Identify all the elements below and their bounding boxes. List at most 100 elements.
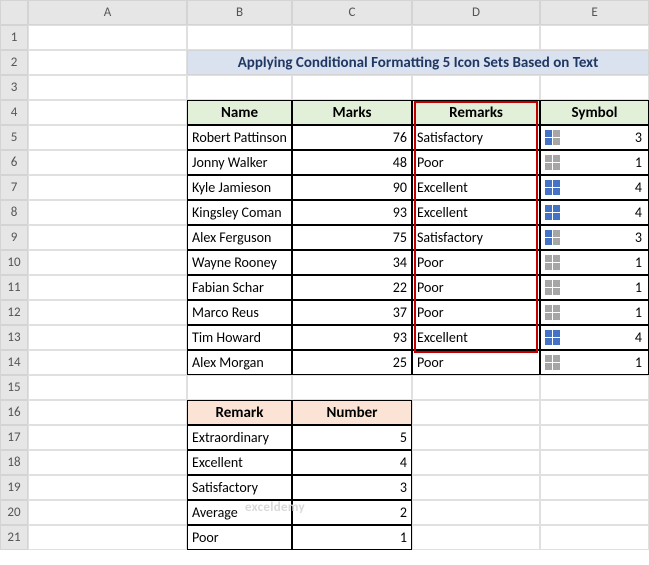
lookup-header-0[interactable]: Remark [187, 400, 292, 425]
cell-marks-8[interactable]: 93 [292, 325, 412, 350]
row-header-2[interactable]: 2 [0, 50, 28, 75]
lookup-remark-4[interactable]: Poor [187, 525, 292, 550]
cell-E20[interactable] [540, 500, 649, 525]
cell-A3[interactable] [28, 75, 187, 100]
cell-A2[interactable] [28, 50, 187, 75]
cell-name-4[interactable]: Alex Ferguson [187, 225, 292, 250]
row-header-13[interactable]: 13 [0, 325, 28, 350]
main-header-3[interactable]: Symbol [540, 100, 649, 125]
cell-E1[interactable] [540, 25, 649, 50]
lookup-number-0[interactable]: 5 [292, 425, 412, 450]
cell-name-5[interactable]: Wayne Rooney [187, 250, 292, 275]
lookup-remark-2[interactable]: Satisfactory [187, 475, 292, 500]
cell-marks-3[interactable]: 93 [292, 200, 412, 225]
cell-D18[interactable] [412, 450, 540, 475]
cell-B3[interactable] [187, 75, 292, 100]
row-header-3[interactable]: 3 [0, 75, 28, 100]
cell-marks-0[interactable]: 76 [292, 125, 412, 150]
cell-E16[interactable] [540, 400, 649, 425]
cell-marks-5[interactable]: 34 [292, 250, 412, 275]
cell-C1[interactable] [292, 25, 412, 50]
cell-D3[interactable] [412, 75, 540, 100]
cell-marks-4[interactable]: 75 [292, 225, 412, 250]
cell-name-9[interactable]: Alex Morgan [187, 350, 292, 375]
cell-symbol-4[interactable]: 3 [540, 225, 649, 250]
cell-symbol-7[interactable]: 1 [540, 300, 649, 325]
cell-A4[interactable] [28, 100, 187, 125]
cell-B15[interactable] [187, 375, 292, 400]
row-header-14[interactable]: 14 [0, 350, 28, 375]
cell-A18[interactable] [28, 450, 187, 475]
cell-A10[interactable] [28, 250, 187, 275]
cell-D21[interactable] [412, 525, 540, 550]
cell-D16[interactable] [412, 400, 540, 425]
cell-symbol-8[interactable]: 4 [540, 325, 649, 350]
cell-A15[interactable] [28, 375, 187, 400]
cell-A21[interactable] [28, 525, 187, 550]
cell-E3[interactable] [540, 75, 649, 100]
cell-A12[interactable] [28, 300, 187, 325]
cell-remarks-4[interactable]: Satisfactory [412, 225, 540, 250]
cell-A6[interactable] [28, 150, 187, 175]
cell-A13[interactable] [28, 325, 187, 350]
cell-name-0[interactable]: Robert Pattinson [187, 125, 292, 150]
cell-remarks-7[interactable]: Poor [412, 300, 540, 325]
cell-remarks-1[interactable]: Poor [412, 150, 540, 175]
title-cell[interactable]: Applying Conditional Formatting 5 Icon S… [187, 50, 649, 75]
lookup-remark-0[interactable]: Extraordinary [187, 425, 292, 450]
cell-A8[interactable] [28, 200, 187, 225]
cell-name-3[interactable]: Kingsley Coman [187, 200, 292, 225]
cell-D19[interactable] [412, 475, 540, 500]
select-all-corner[interactable] [0, 0, 28, 25]
cell-name-6[interactable]: Fabian Schar [187, 275, 292, 300]
lookup-number-4[interactable]: 1 [292, 525, 412, 550]
cell-E18[interactable] [540, 450, 649, 475]
cell-remarks-3[interactable]: Excellent [412, 200, 540, 225]
lookup-number-1[interactable]: 4 [292, 450, 412, 475]
cell-marks-7[interactable]: 37 [292, 300, 412, 325]
col-header-D[interactable]: D [412, 0, 540, 25]
cell-remarks-2[interactable]: Excellent [412, 175, 540, 200]
cell-A9[interactable] [28, 225, 187, 250]
cell-A1[interactable] [28, 25, 187, 50]
cell-marks-2[interactable]: 90 [292, 175, 412, 200]
cell-remarks-6[interactable]: Poor [412, 275, 540, 300]
main-header-2[interactable]: Remarks [412, 100, 540, 125]
row-header-11[interactable]: 11 [0, 275, 28, 300]
cell-A19[interactable] [28, 475, 187, 500]
cell-symbol-1[interactable]: 1 [540, 150, 649, 175]
cell-symbol-0[interactable]: 3 [540, 125, 649, 150]
row-header-4[interactable]: 4 [0, 100, 28, 125]
cell-E21[interactable] [540, 525, 649, 550]
row-header-21[interactable]: 21 [0, 525, 28, 550]
lookup-header-1[interactable]: Number [292, 400, 412, 425]
cell-marks-9[interactable]: 25 [292, 350, 412, 375]
cell-remarks-9[interactable]: Poor [412, 350, 540, 375]
cell-D1[interactable] [412, 25, 540, 50]
row-header-7[interactable]: 7 [0, 175, 28, 200]
row-header-17[interactable]: 17 [0, 425, 28, 450]
row-header-16[interactable]: 16 [0, 400, 28, 425]
cell-D15[interactable] [412, 375, 540, 400]
row-header-20[interactable]: 20 [0, 500, 28, 525]
row-header-8[interactable]: 8 [0, 200, 28, 225]
cell-A20[interactable] [28, 500, 187, 525]
cell-D17[interactable] [412, 425, 540, 450]
cell-marks-6[interactable]: 22 [292, 275, 412, 300]
cell-symbol-3[interactable]: 4 [540, 200, 649, 225]
row-header-12[interactable]: 12 [0, 300, 28, 325]
cell-name-7[interactable]: Marco Reus [187, 300, 292, 325]
cell-remarks-0[interactable]: Satisfactory [412, 125, 540, 150]
col-header-A[interactable]: A [28, 0, 187, 25]
cell-C15[interactable] [292, 375, 412, 400]
row-header-9[interactable]: 9 [0, 225, 28, 250]
row-header-19[interactable]: 19 [0, 475, 28, 500]
cell-A14[interactable] [28, 350, 187, 375]
cell-symbol-2[interactable]: 4 [540, 175, 649, 200]
cell-A7[interactable] [28, 175, 187, 200]
cell-C3[interactable] [292, 75, 412, 100]
cell-name-8[interactable]: Tim Howard [187, 325, 292, 350]
col-header-B[interactable]: B [187, 0, 292, 25]
cell-E19[interactable] [540, 475, 649, 500]
row-header-1[interactable]: 1 [0, 25, 28, 50]
